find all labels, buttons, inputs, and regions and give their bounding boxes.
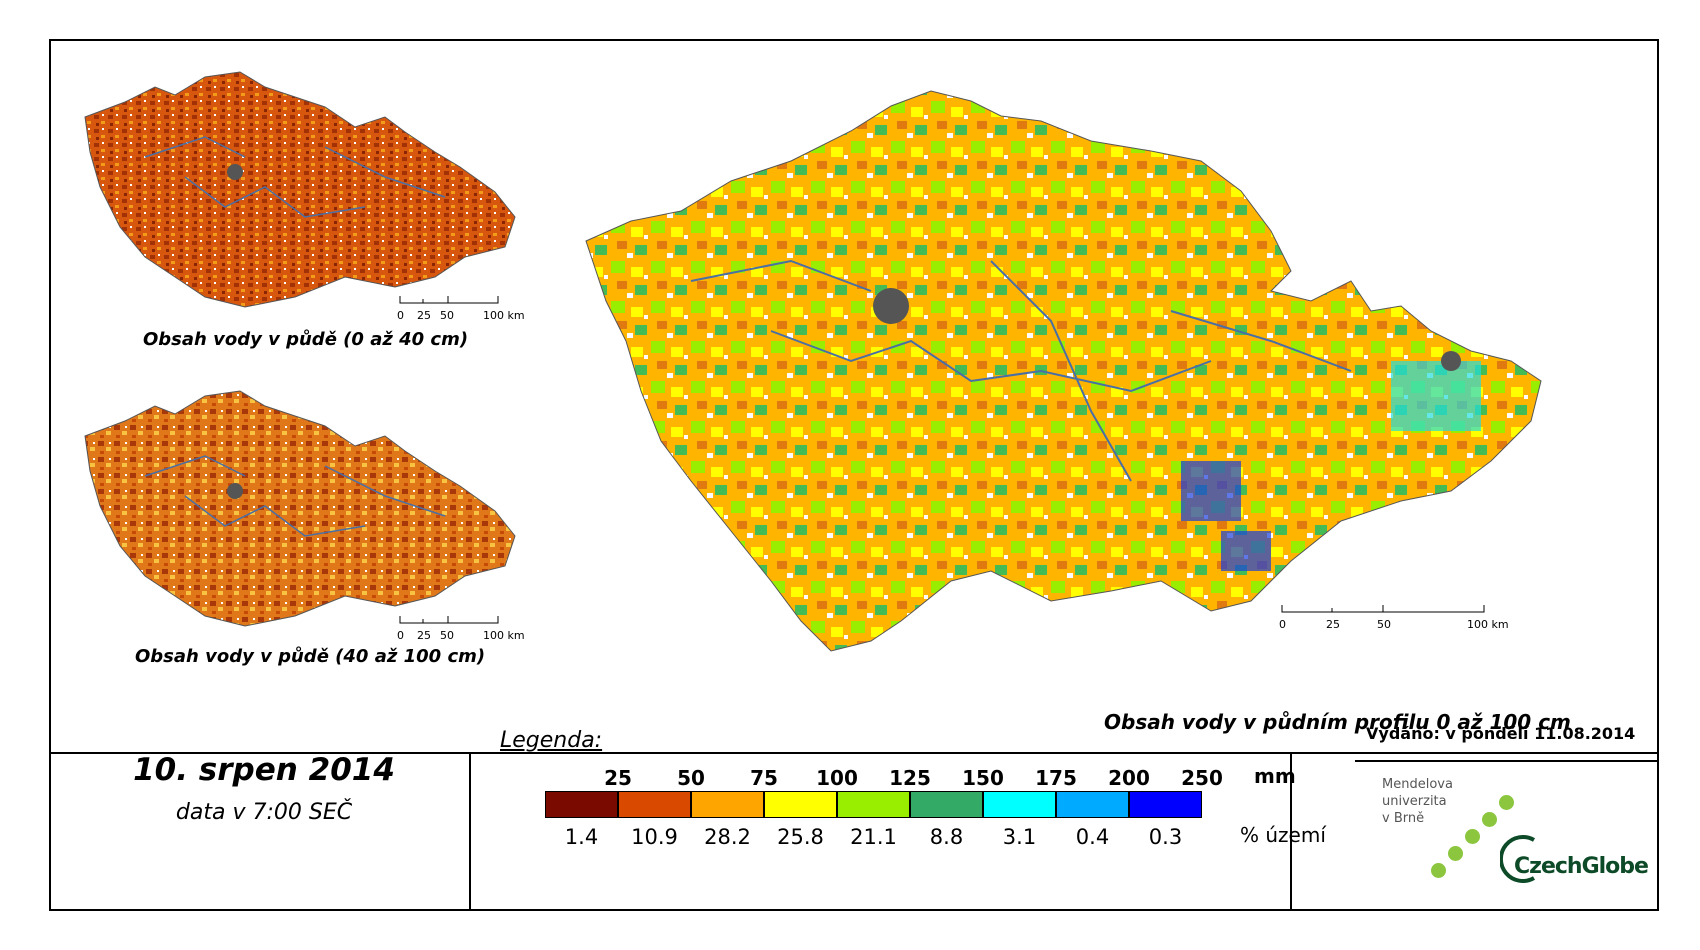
legend-swatch (983, 791, 1056, 818)
legend-percentage: 3.1 (1002, 825, 1037, 849)
legend-title: Legenda: (500, 728, 603, 753)
map-profile (585, 90, 1542, 652)
czechglobe-arc-icon (1500, 835, 1536, 883)
mendel-university-logo: Mendelova univerzita v Brně (1382, 777, 1453, 826)
issued-date: Vydáno: v pondělí 11.08.2014 (1366, 724, 1636, 743)
legend-swatch (910, 791, 983, 818)
legend-unit-pct: % území (1240, 823, 1326, 847)
caption-subsoil: Obsah vody v půdě (40 až 100 cm) (135, 646, 486, 667)
legend-swatch (691, 791, 764, 818)
legend-threshold-label: 150 (962, 766, 1004, 790)
czechglobe-logo: CzechGlobe (1514, 854, 1649, 879)
legend-percentage: 0.3 (1148, 825, 1183, 849)
legend-percentage: 21.1 (850, 825, 897, 849)
logo-dot (1431, 863, 1446, 878)
legend-threshold-label: 200 (1108, 766, 1150, 790)
footer-divider-right (1290, 752, 1292, 909)
legend-threshold-label: 175 (1035, 766, 1077, 790)
legend-percentage: 10.9 (631, 825, 678, 849)
date-title: 10. srpen 2014 (133, 752, 395, 788)
scalebar-subsoil: 0 25 50 100 km (397, 615, 525, 645)
cz-outline-subsoil (84, 390, 516, 627)
legend-swatch (837, 791, 910, 818)
legend-percentage: 1.4 (564, 825, 599, 849)
scalebar-topsoil: 0 25 50 100 km (397, 295, 525, 325)
scalebar-profile: 0 25 50 100 km (1279, 604, 1509, 634)
legend-swatch (618, 791, 691, 818)
map-subsoil (84, 390, 516, 627)
figure-frame: 0 25 50 100 km Obsah vody v půdě (0 až 4… (49, 39, 1659, 911)
cz-outline-profile (585, 90, 1542, 652)
legend-threshold-label: 75 (750, 766, 778, 790)
legend-threshold-label: 100 (816, 766, 858, 790)
legend-percentage: 0.4 (1075, 825, 1110, 849)
logo-dot (1482, 812, 1497, 827)
legend-swatch (764, 791, 837, 818)
legend-percentage: 28.2 (704, 825, 751, 849)
logo-dot (1499, 795, 1514, 810)
legend-percentage: 8.8 (929, 825, 964, 849)
legend-swatch (545, 791, 618, 818)
cz-outline-topsoil (84, 71, 516, 308)
footer-divider-left (469, 752, 471, 909)
legend-swatch (1129, 791, 1202, 818)
issued-divider (1355, 760, 1659, 762)
legend-threshold-label: 50 (677, 766, 705, 790)
date-subtitle: data v 7:00 SEČ (175, 800, 353, 825)
legend-unit-mm: mm (1254, 764, 1296, 788)
footer-divider (51, 752, 1657, 754)
logo-dot (1448, 846, 1463, 861)
map-topsoil (84, 71, 516, 308)
caption-profile: Obsah vody v půdním profilu 0 až 100 cm (1104, 710, 1571, 734)
logo-dot (1465, 829, 1480, 844)
caption-topsoil: Obsah vody v půdě (0 až 40 cm) (143, 329, 469, 350)
legend-swatch (1056, 791, 1129, 818)
legend-threshold-label: 125 (889, 766, 931, 790)
legend-threshold-label: 25 (604, 766, 632, 790)
legend-percentage: 25.8 (777, 825, 824, 849)
legend-threshold-label: 250 (1181, 766, 1223, 790)
